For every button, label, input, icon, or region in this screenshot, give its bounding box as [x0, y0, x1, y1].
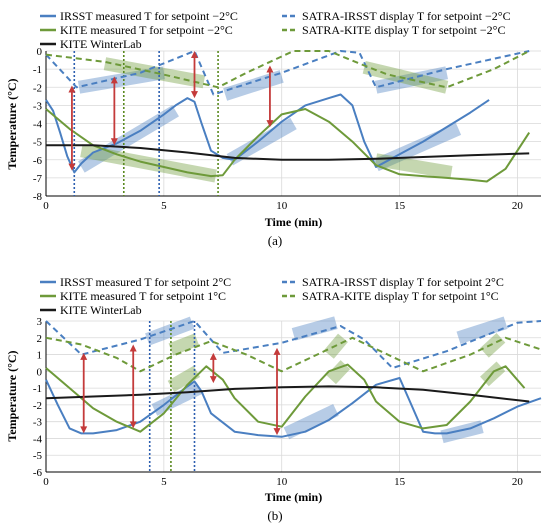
series-line-2 [45, 108, 531, 183]
series-line-1 [45, 377, 542, 438]
arrow-head [191, 91, 198, 99]
x-tick-label: 5 [161, 476, 167, 488]
y-tick-label: -4 [33, 119, 43, 131]
arrow-head [191, 51, 198, 58]
legend-label-5: SATRA-KITE display T for setpoint −2°C [302, 23, 505, 37]
y-tick-label: -1 [33, 64, 42, 76]
panel-caption: (b) [267, 508, 282, 523]
arrow-head [273, 428, 281, 436]
panel-caption: (a) [268, 233, 282, 248]
arrow-head [80, 426, 88, 434]
series-line-3 [46, 144, 530, 161]
y-tick-label: -6 [33, 155, 43, 167]
x-axis-label: Time (min) [265, 215, 322, 229]
y-tick-label: 1 [37, 350, 43, 362]
x-axis-label: Time (min) [265, 490, 322, 504]
arrow-head [129, 344, 137, 352]
legend-label-5: SATRA-KITE display T for setpoint 1°C [302, 289, 499, 303]
highlight-band [167, 365, 201, 393]
y-tick-label: -5 [33, 450, 43, 462]
arrow-head [68, 85, 76, 93]
y-axis-label: Temperature (°C) [5, 78, 19, 169]
arrow-head [68, 163, 76, 171]
x-tick-label: 20 [512, 476, 524, 488]
arrow-head [110, 138, 118, 146]
highlight-band [283, 404, 339, 440]
y-tick-label: 2 [37, 333, 43, 345]
highlight-band [223, 70, 284, 101]
y-tick-label: -3 [33, 417, 43, 429]
x-tick-label: 10 [276, 476, 288, 488]
highlight-band [77, 66, 165, 94]
series-line-3 [45, 385, 530, 403]
y-tick-label: 0 [37, 366, 43, 378]
highlight-band [374, 153, 453, 179]
legend-label-2: KITE measured T for setpoint −2°C [60, 23, 233, 37]
y-tick-label: -4 [33, 433, 43, 445]
highlight-band [456, 316, 508, 344]
legend-label-3: KITE WinterLab [60, 37, 142, 51]
y-tick-label: -2 [33, 400, 42, 412]
x-tick-label: 0 [43, 200, 49, 212]
series-line-5 [45, 336, 542, 373]
highlight-band [291, 316, 338, 341]
y-axis-label: Temperature (°C) [5, 350, 19, 441]
x-tick-label: 20 [512, 200, 524, 212]
y-tick-label: 3 [37, 316, 43, 328]
legend-label-1: IRSST measured T for setpoint 2°C [60, 275, 231, 289]
series-line-4 [45, 50, 530, 96]
x-tick-label: 10 [276, 200, 288, 212]
y-tick-label: -7 [33, 173, 43, 185]
arrow-head [110, 76, 118, 84]
x-tick-label: 0 [43, 476, 49, 488]
y-tick-label: 0 [37, 46, 43, 58]
arrow-head [266, 120, 274, 128]
y-tick-label: -1 [33, 383, 42, 395]
arrow-head [209, 376, 217, 384]
y-tick-label: -8 [33, 191, 43, 203]
highlight-band [480, 332, 506, 358]
legend-label-3: KITE WinterLab [60, 303, 142, 317]
arrow-head [273, 347, 281, 355]
highlight-band [168, 333, 200, 356]
arrow-head [129, 421, 137, 429]
y-tick-label: -6 [33, 467, 43, 479]
y-tick-label: -3 [33, 100, 43, 112]
x-tick-label: 15 [394, 200, 406, 212]
highlight-band [145, 316, 195, 346]
legend-label-2: KITE measured T for setpoint 1°C [60, 289, 226, 303]
arrow-head [266, 65, 274, 73]
y-tick-label: -5 [33, 137, 43, 149]
highlight-band [440, 420, 484, 444]
y-tick-label: -2 [33, 82, 42, 94]
arrow-head [80, 352, 88, 360]
legend-label-1: IRSST measured T for setpoint −2°C [60, 9, 238, 23]
x-tick-label: 15 [394, 476, 406, 488]
arrow-head [209, 352, 217, 360]
legend-label-4: SATRA-IRSST display T for setpoint 2°C [302, 275, 504, 289]
series-line-1 [45, 93, 490, 174]
x-tick-label: 5 [161, 200, 167, 212]
legend-label-4: SATRA-IRSST display T for setpoint −2°C [302, 9, 511, 23]
series-line-2 [45, 363, 526, 433]
